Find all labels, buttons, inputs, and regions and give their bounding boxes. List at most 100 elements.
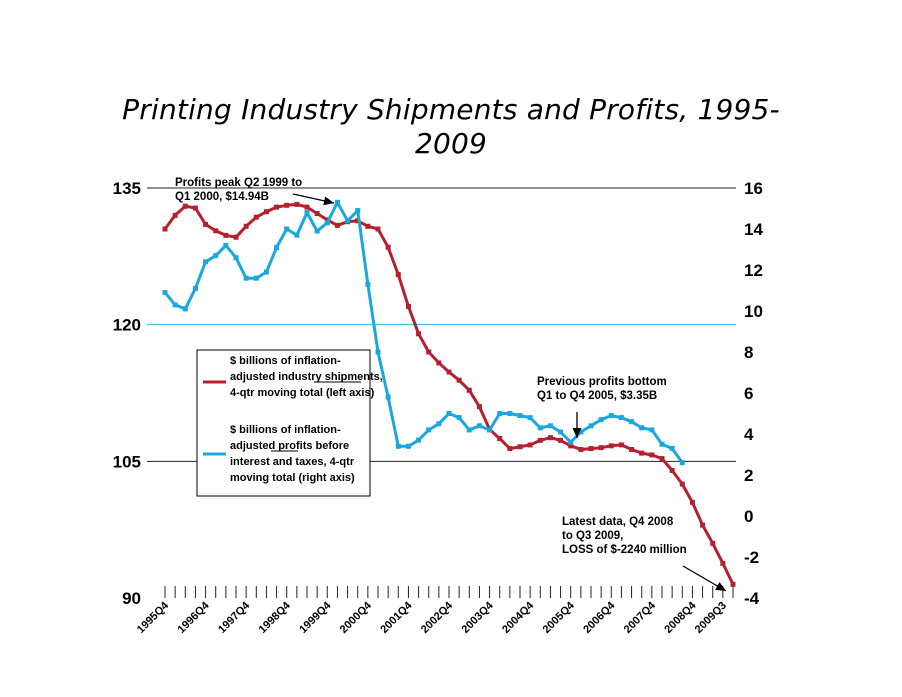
shipments-point (730, 581, 736, 587)
profits-point (395, 443, 401, 449)
shipments-point (172, 212, 178, 218)
x-tick-label: 2006Q4 (581, 599, 618, 636)
left-tick-label: 105 (113, 452, 141, 471)
left-tick-label: 135 (113, 179, 141, 198)
profits-point (476, 423, 482, 429)
shipments-point (263, 209, 269, 215)
shipments-point (720, 560, 726, 566)
profits-point (365, 281, 371, 287)
profits-point (598, 417, 604, 423)
profits-point (284, 226, 290, 232)
profits-point (294, 232, 300, 238)
profits-point (405, 443, 411, 449)
x-tick-label: 2005Q4 (541, 599, 578, 636)
shipments-point (405, 303, 411, 309)
legend-box (196, 349, 371, 497)
profits-point (253, 275, 259, 281)
profits-point (213, 253, 219, 259)
x-tick-label: 2008Q4 (662, 599, 699, 636)
profits-point (355, 208, 361, 214)
profits-point (558, 429, 564, 435)
x-tick-label: 1999Q4 (297, 599, 334, 636)
shipments-point (527, 442, 533, 448)
legend-label-shipments: $ billions of inflation- (230, 355, 341, 367)
profits-point (446, 411, 452, 416)
annotation-text-3: Latest data, Q4 2008 (562, 516, 674, 528)
profits-point (608, 413, 614, 419)
chart-title: Printing Industry Shipments and Profits,… (122, 93, 780, 160)
annotation-text-3: LOSS of $-2240 million (562, 544, 687, 556)
profits-point (618, 415, 624, 421)
shipments-point (223, 232, 229, 238)
shipments-point (466, 387, 472, 393)
right-tick-label: 4 (744, 425, 754, 444)
profits-point (669, 445, 675, 451)
shipments-point (659, 456, 665, 462)
shipments-point (304, 204, 310, 210)
x-tick-label: 1996Q4 (176, 599, 213, 636)
shipments-point (192, 205, 198, 211)
shipments-point (274, 204, 280, 210)
shipments-point (588, 446, 594, 452)
shipments-point (608, 443, 614, 449)
profits-point (507, 411, 513, 416)
x-tick-label: 1997Q4 (216, 599, 253, 636)
shipments-point (375, 226, 381, 232)
shipments-point (689, 499, 695, 505)
profits-point (324, 220, 330, 226)
annotation-arrow-1-head (323, 196, 334, 206)
shipments-point (700, 522, 706, 528)
profits-point (385, 394, 391, 400)
profits-point (243, 275, 249, 281)
annotation-arrow-2-head (572, 428, 582, 438)
shipments-point (294, 201, 300, 207)
shipments-point (558, 437, 564, 443)
profits-point (588, 423, 594, 429)
shipments-point (568, 443, 574, 449)
shipments-point (679, 481, 685, 487)
annotation-text-2: Previous profits bottom (537, 376, 667, 388)
right-tick-label: 10 (744, 302, 763, 321)
annotation-text-2: Q1 to Q4 2005, $3.35B (537, 390, 657, 402)
profits-point (527, 415, 533, 421)
legend-label-profits: moving total (right axis) (230, 472, 355, 484)
profits-point (345, 218, 351, 224)
left-tick-label: 90 (122, 589, 141, 608)
annotation-arrow-3-head (715, 582, 726, 591)
right-tick-label: -2 (744, 548, 759, 567)
shipments-point (203, 221, 209, 227)
profits-point (304, 210, 310, 216)
x-tick-label: 2009Q3 (693, 600, 729, 636)
shipments-point (213, 228, 219, 234)
left-tick-label: 120 (113, 316, 141, 335)
profits-point (578, 429, 584, 435)
right-tick-label: 8 (744, 343, 753, 362)
profits-point (487, 427, 493, 433)
x-tick-label: 2000Q4 (338, 599, 375, 636)
x-tick-label: 2001Q4 (378, 599, 415, 636)
shipments-point (253, 214, 259, 220)
profits-point (416, 437, 422, 443)
shipments-point (395, 272, 401, 278)
profits-point (649, 427, 655, 433)
x-tick-label: 1998Q4 (257, 599, 294, 636)
right-tick-label: 6 (744, 384, 753, 403)
profits-point (456, 415, 462, 421)
shipments-point (182, 203, 188, 209)
profits-point (568, 439, 574, 445)
profits-point (466, 427, 472, 433)
legend-label-shipments: 4-qtr moving total (left axis) (230, 387, 375, 399)
profits-point (659, 441, 665, 447)
right-tick-label: 12 (744, 261, 763, 280)
annotation-text-1: Profits peak Q2 1999 to (175, 177, 302, 189)
right-tick-label: 0 (744, 507, 753, 526)
shipments-point (284, 202, 290, 208)
profits-point (629, 419, 635, 425)
profits-point (314, 228, 320, 234)
shipments-point (710, 540, 716, 546)
x-tick-label: 2002Q4 (419, 599, 456, 636)
shipments-point (162, 226, 168, 232)
shipments-point (476, 404, 482, 410)
shipments-point (507, 446, 513, 452)
